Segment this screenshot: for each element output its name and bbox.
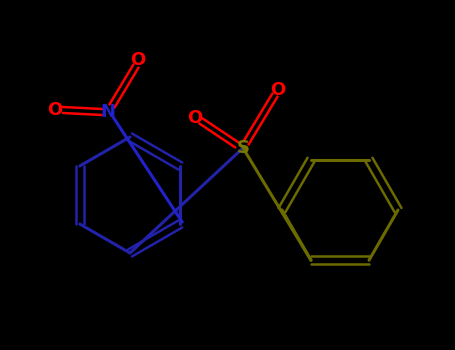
Text: O: O (131, 51, 146, 69)
Text: N: N (101, 103, 116, 121)
Text: O: O (270, 81, 286, 99)
Text: O: O (187, 109, 202, 127)
Text: O: O (47, 101, 63, 119)
Text: S: S (237, 139, 249, 157)
